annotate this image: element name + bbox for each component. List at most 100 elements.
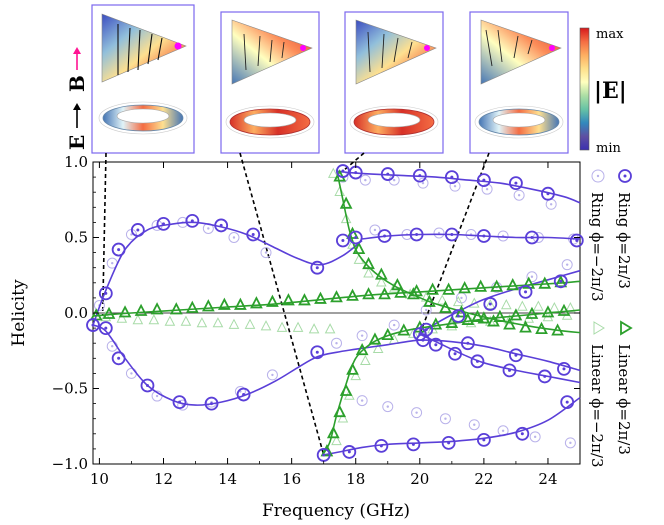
- ring-minus-marker: [260, 247, 272, 259]
- linear-minus-marker: [376, 276, 387, 287]
- linear-plus-marker: [346, 288, 359, 301]
- y-tick-label: 0.5: [64, 229, 88, 247]
- legend-label: Linear ϕ=−2π/3: [588, 344, 606, 468]
- ring-minus-marker: [417, 177, 429, 189]
- legend-marker: [591, 169, 605, 183]
- ring-plus-marker: [111, 242, 126, 257]
- linear-plus-marker: [426, 282, 439, 295]
- linear-plus-marker: [490, 279, 504, 292]
- ring-minus-marker: [433, 227, 445, 239]
- linear-plus-marker: [339, 196, 353, 209]
- ring-minus-marker: [369, 224, 381, 236]
- linear-plus-marker: [314, 291, 327, 304]
- ring-curve: [323, 396, 581, 456]
- linear-plus-marker: [320, 444, 334, 457]
- faint-series: [93, 167, 580, 449]
- x-tick-label: 16: [282, 470, 301, 488]
- linear-minus-marker: [360, 354, 371, 366]
- linear-plus-marker: [378, 287, 391, 300]
- linear-curve: [92, 280, 581, 317]
- linear-plus-marker: [218, 297, 231, 310]
- linear-plus-marker: [551, 323, 564, 336]
- ring-minus-marker: [125, 367, 137, 379]
- linear-plus-marker: [455, 305, 468, 318]
- linear-plus-marker: [429, 317, 443, 330]
- x-tick-label: 14: [218, 470, 237, 488]
- legend-label: Linear ϕ=2π/3: [615, 344, 633, 455]
- ring-minus-marker: [359, 174, 371, 186]
- legend-entry: Ring ϕ=2π/3: [615, 169, 633, 289]
- ring-plus-marker: [336, 164, 350, 178]
- linear-minus-marker: [465, 317, 477, 328]
- inset-panel-1: [91, 4, 195, 154]
- ring-plus-marker: [214, 218, 229, 233]
- linear-plus-marker: [525, 306, 539, 319]
- linear-plus-marker: [445, 315, 459, 328]
- ring-curve: [419, 269, 581, 335]
- ring-plus-marker: [460, 336, 475, 351]
- linear-plus-marker: [102, 306, 116, 319]
- linear-plus-marker: [169, 302, 183, 315]
- linear-plus-marker: [487, 314, 500, 327]
- y-tick-label: −0.5: [52, 380, 88, 398]
- ring-plus-marker: [374, 438, 389, 453]
- linear-minus-marker: [148, 314, 160, 325]
- linear-minus-marker: [452, 295, 464, 307]
- ring-minus-marker: [497, 230, 509, 242]
- linear-minus-marker: [350, 369, 362, 381]
- linear-plus-marker: [250, 296, 263, 309]
- ring-plus-marker: [515, 426, 530, 441]
- legend-marker: [618, 169, 632, 183]
- ring-minus-marker: [388, 319, 400, 331]
- ring-plus-marker: [342, 445, 357, 459]
- linear-minus-marker: [308, 323, 320, 334]
- linear-minus-marker: [276, 321, 288, 332]
- linear-minus-marker: [446, 320, 458, 331]
- linear-plus-marker: [352, 241, 366, 254]
- ring-plus-marker: [86, 318, 100, 332]
- linear-plus-marker: [509, 308, 523, 321]
- ring-minus-marker: [420, 304, 432, 316]
- ring-minus-marker: [468, 419, 480, 431]
- legend: Ring ϕ=2π/3 Ring ϕ=−2π/3 Linear ϕ=2π/3 Line…: [588, 169, 633, 468]
- ring-plus-marker: [409, 227, 424, 242]
- ring-minus-marker: [439, 413, 451, 425]
- legend-marker: [620, 320, 633, 336]
- ring-minus-marker: [564, 437, 576, 449]
- ring-minus-marker: [561, 259, 573, 271]
- linear-minus-marker: [212, 317, 224, 328]
- ring-curve: [362, 233, 581, 240]
- linear-plus-marker: [134, 303, 148, 316]
- ring-plus-marker: [416, 333, 430, 348]
- ring-plus-marker: [502, 363, 517, 378]
- linear-plus-marker: [362, 256, 375, 270]
- linear-minus-marker: [372, 342, 384, 353]
- ring-plus-marker: [560, 395, 575, 409]
- linear-minus-marker: [363, 267, 374, 278]
- ring-plus-marker: [406, 437, 421, 452]
- ring-plus-marker: [476, 432, 491, 447]
- inset-panels: [91, 4, 569, 154]
- linear-plus-marker: [394, 285, 407, 298]
- ring-plus-marker: [172, 395, 187, 409]
- ring-plus-marker: [509, 348, 523, 363]
- ring-plus-marker: [470, 354, 485, 369]
- ring-plus-marker: [204, 396, 219, 411]
- ring-plus-marker: [185, 213, 200, 228]
- inset-leader-line: [419, 152, 490, 335]
- x-tick-label: 10: [90, 470, 109, 488]
- linear-minus-marker: [228, 318, 240, 329]
- ring-minus-marker: [106, 340, 118, 352]
- linear-plus-marker: [201, 299, 215, 312]
- ring-plus-marker: [441, 435, 456, 450]
- linear-minus-marker: [292, 321, 304, 332]
- source-marker: [174, 42, 182, 50]
- linear-plus-marker: [362, 287, 375, 300]
- linear-plus-marker: [346, 226, 359, 239]
- linear-minus-marker: [116, 312, 128, 323]
- ring-plus-marker: [509, 176, 523, 191]
- x-axis-ticks: 10 12 14 16 18 20 22 24: [90, 162, 581, 488]
- linear-minus-marker: [517, 300, 528, 311]
- ring-plus-marker: [428, 337, 443, 352]
- linear-plus-marker: [442, 282, 455, 295]
